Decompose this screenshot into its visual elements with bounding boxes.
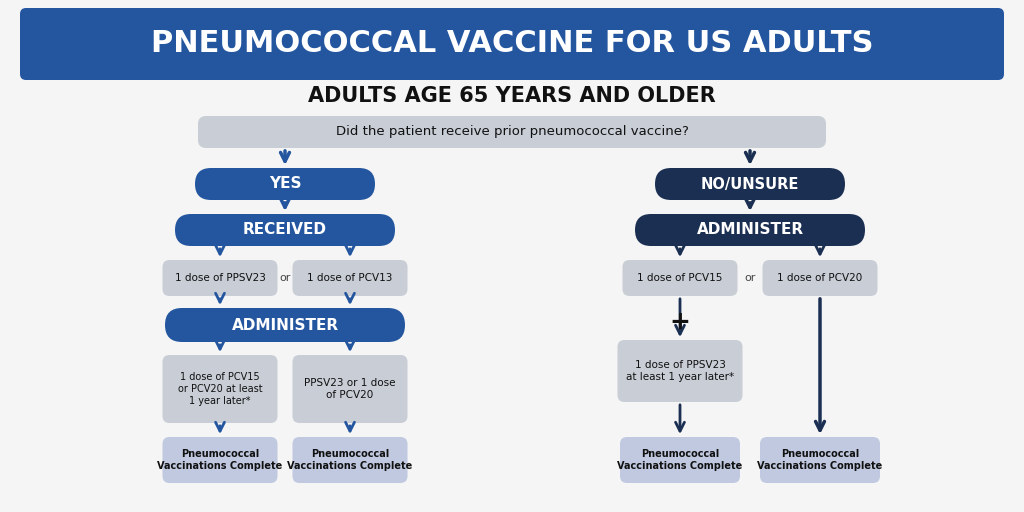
FancyBboxPatch shape: [760, 437, 880, 483]
FancyBboxPatch shape: [293, 437, 408, 483]
FancyBboxPatch shape: [165, 308, 406, 342]
Text: 1 dose of PCV15: 1 dose of PCV15: [637, 273, 723, 283]
Text: 1 dose of PPSV23
at least 1 year later*: 1 dose of PPSV23 at least 1 year later*: [626, 360, 734, 382]
FancyBboxPatch shape: [163, 355, 278, 423]
Text: or: or: [744, 273, 756, 283]
FancyBboxPatch shape: [620, 437, 740, 483]
FancyBboxPatch shape: [163, 260, 278, 296]
Text: 1 dose of PCV13: 1 dose of PCV13: [307, 273, 392, 283]
FancyBboxPatch shape: [20, 8, 1004, 80]
FancyBboxPatch shape: [293, 260, 408, 296]
FancyBboxPatch shape: [163, 437, 278, 483]
Text: +: +: [670, 310, 690, 334]
Text: PNEUMOCOCCAL VACCINE FOR US ADULTS: PNEUMOCOCCAL VACCINE FOR US ADULTS: [151, 30, 873, 58]
Text: 1 dose of PPSV23: 1 dose of PPSV23: [174, 273, 265, 283]
Text: 1 dose of PCV20: 1 dose of PCV20: [777, 273, 862, 283]
Text: 1 dose of PCV15
or PCV20 at least
1 year later*: 1 dose of PCV15 or PCV20 at least 1 year…: [178, 372, 262, 406]
FancyBboxPatch shape: [635, 214, 865, 246]
FancyBboxPatch shape: [293, 355, 408, 423]
FancyBboxPatch shape: [175, 214, 395, 246]
Text: Pneumococcal
Vaccinations Complete: Pneumococcal Vaccinations Complete: [158, 449, 283, 471]
FancyBboxPatch shape: [623, 260, 737, 296]
Text: Pneumococcal
Vaccinations Complete: Pneumococcal Vaccinations Complete: [758, 449, 883, 471]
FancyBboxPatch shape: [617, 340, 742, 402]
Text: or: or: [280, 273, 291, 283]
Text: ADULTS AGE 65 YEARS AND OLDER: ADULTS AGE 65 YEARS AND OLDER: [308, 86, 716, 106]
Text: Did the patient receive prior pneumococcal vaccine?: Did the patient receive prior pneumococc…: [336, 125, 688, 139]
FancyBboxPatch shape: [195, 168, 375, 200]
Text: ADMINISTER: ADMINISTER: [231, 317, 339, 332]
Text: Pneumococcal
Vaccinations Complete: Pneumococcal Vaccinations Complete: [288, 449, 413, 471]
FancyBboxPatch shape: [198, 116, 826, 148]
FancyBboxPatch shape: [763, 260, 878, 296]
Text: NO/UNSURE: NO/UNSURE: [700, 177, 799, 191]
Text: YES: YES: [268, 177, 301, 191]
FancyBboxPatch shape: [655, 168, 845, 200]
Text: RECEIVED: RECEIVED: [243, 223, 327, 238]
Text: PPSV23 or 1 dose
of PCV20: PPSV23 or 1 dose of PCV20: [304, 378, 395, 400]
Text: Pneumococcal
Vaccinations Complete: Pneumococcal Vaccinations Complete: [617, 449, 742, 471]
Text: ADMINISTER: ADMINISTER: [696, 223, 804, 238]
